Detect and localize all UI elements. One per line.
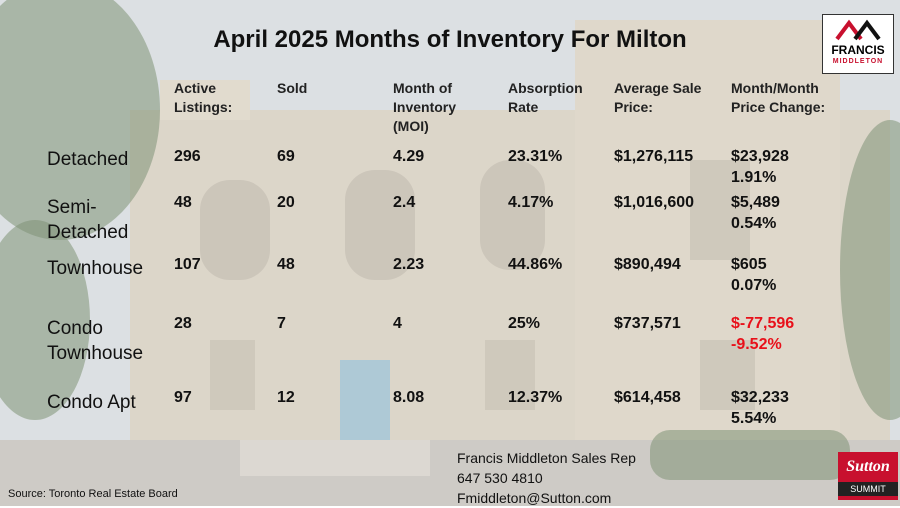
cell-average-price: $1,016,600 — [614, 194, 695, 211]
page-title: April 2025 Months of Inventory For Milto… — [213, 26, 687, 53]
cell-price-change: $605 0.07% — [731, 256, 777, 294]
contact-name: Francis Middleton Sales Rep — [457, 450, 636, 466]
logo-sub: MIDDLETON — [832, 58, 884, 65]
cell-sold: 7 — [277, 315, 286, 332]
cell-moi: 8.08 — [393, 389, 425, 406]
cell-sold: 48 — [277, 256, 295, 273]
header-sold: Sold — [277, 80, 308, 96]
cell-active: 28 — [174, 315, 192, 332]
header-moi: Month of Inventory (MOI) — [393, 80, 457, 134]
cell-price-change: $32,233 5.54% — [731, 389, 789, 427]
header-average-sale-price: Average Sale Price: — [614, 80, 702, 115]
cell-absorption: 23.31% — [508, 148, 563, 165]
row-label-condo-townhouse: Condo Townhouse — [47, 318, 144, 364]
cell-average-price: $614,458 — [614, 389, 681, 406]
cell-active: 48 — [174, 194, 192, 211]
cell-sold: 20 — [277, 194, 295, 211]
tree-foliage — [0, 220, 90, 420]
cell-active: 97 — [174, 389, 192, 406]
cell-active: 296 — [174, 148, 201, 165]
cell-price-change: $5,489 0.54% — [731, 194, 780, 232]
row-label-detached: Detached — [47, 149, 129, 170]
sutton-logo: Sutton SUMMIT — [838, 452, 898, 500]
cell-moi: 2.23 — [393, 256, 425, 273]
cell-sold: 12 — [277, 389, 295, 406]
house-roof-icon — [835, 19, 881, 41]
sutton-wordmark: Sutton — [846, 458, 890, 475]
cell-active: 107 — [174, 256, 201, 273]
contact-phone: 647 530 4810 — [457, 470, 543, 486]
francis-middleton-logo: FRANCIS MIDDLETON — [822, 14, 894, 74]
header-month-price-change: Month/Month Price Change: — [731, 80, 826, 115]
cell-absorption: 4.17% — [508, 194, 554, 211]
cell-price-change: $23,928 1.91% — [731, 148, 789, 186]
cell-average-price: $890,494 — [614, 256, 681, 273]
row-label-semi-detached: Semi- Detached — [47, 197, 129, 243]
cell-price-change-negative: $-77,596 -9.52% — [731, 315, 795, 353]
row-label-townhouse: Townhouse — [47, 258, 144, 279]
contact-block: Francis Middleton Sales Rep 647 530 4810… — [457, 448, 636, 508]
cell-absorption: 12.37% — [508, 389, 563, 406]
contact-email: Fmiddleton@Sutton.com — [457, 490, 612, 506]
header-absorption-rate: Absorption Rate — [508, 80, 583, 115]
cell-absorption: 44.86% — [508, 256, 563, 273]
summit-label: SUMMIT — [838, 482, 898, 496]
logo-name: FRANCIS — [831, 43, 885, 57]
cell-moi: 2.4 — [393, 194, 416, 211]
cell-sold: 69 — [277, 148, 295, 165]
cell-average-price: $1,276,115 — [614, 148, 694, 165]
cell-moi: 4.29 — [393, 148, 425, 165]
header-active-listings: Active Listings: — [174, 80, 233, 115]
row-label-condo-apt: Condo Apt — [47, 392, 136, 413]
cell-average-price: $737,571 — [614, 315, 681, 332]
hedge — [650, 430, 850, 480]
cell-absorption: 25% — [508, 315, 541, 332]
cell-moi: 4 — [393, 315, 402, 332]
source-note: Source: Toronto Real Estate Board — [8, 488, 178, 500]
